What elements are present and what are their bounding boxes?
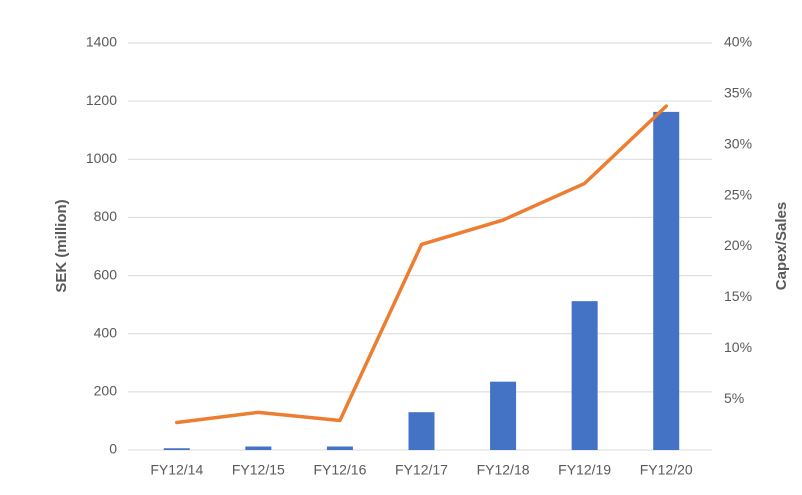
y-tick-label: 400 (94, 324, 118, 340)
y-tick-label: 1000 (86, 150, 117, 166)
y2-tick-label: 40% (724, 34, 752, 50)
x-tick-label: FY12/17 (395, 462, 448, 478)
bar (571, 301, 598, 450)
line (175, 104, 668, 425)
y-tick-label: 200 (94, 383, 118, 399)
y2-tick-label: 10% (724, 339, 752, 355)
y-tick-label: 1200 (86, 92, 117, 108)
x-tick-label: FY12/20 (640, 462, 693, 478)
x-tick-label: FY12/19 (558, 462, 611, 478)
x-tick-label: FY12/16 (313, 462, 366, 478)
y2-tick-label: 35% (724, 85, 752, 101)
y2-tick-label: 20% (724, 237, 752, 253)
x-tick-label: FY12/15 (232, 462, 285, 478)
y2-tick-label: 5% (724, 390, 744, 406)
x-tick-label: FY12/18 (477, 462, 530, 478)
bar (245, 446, 272, 450)
y-tick-label: 800 (94, 208, 118, 224)
bar (653, 111, 680, 450)
x-tick-label: FY12/14 (150, 462, 203, 478)
bar (408, 412, 435, 450)
y2-axis-title: Capex/Sales (773, 202, 790, 290)
y2-tick-label: 25% (724, 186, 752, 202)
y-axis-title: SEK (million) (53, 199, 70, 292)
bar (326, 446, 353, 450)
y2-tick-label: 30% (724, 135, 752, 151)
y-tick-label: 1400 (86, 34, 117, 50)
bar (490, 381, 517, 450)
y2-tick-label: 15% (724, 288, 752, 304)
bar (163, 448, 190, 450)
y-tick-label: 0 (109, 441, 117, 457)
y-tick-label: 600 (94, 266, 118, 282)
